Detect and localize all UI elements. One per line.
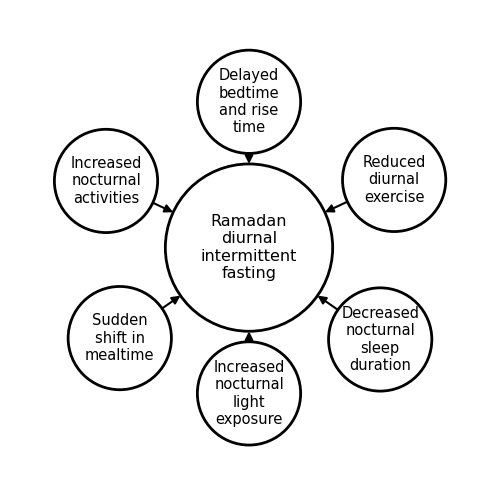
Circle shape bbox=[54, 130, 158, 232]
Circle shape bbox=[197, 342, 301, 445]
Text: Ramadan
diurnal
intermittent
fasting: Ramadan diurnal intermittent fasting bbox=[201, 214, 297, 281]
Circle shape bbox=[329, 288, 432, 391]
Text: Increased
nocturnal
activities: Increased nocturnal activities bbox=[70, 156, 142, 206]
Text: Increased
nocturnal
light
exposure: Increased nocturnal light exposure bbox=[213, 360, 285, 427]
Text: Delayed
bedtime
and rise
time: Delayed bedtime and rise time bbox=[219, 68, 279, 136]
Text: Reduced
diurnal
exercise: Reduced diurnal exercise bbox=[363, 155, 426, 205]
Circle shape bbox=[343, 128, 446, 232]
Text: Sudden
shift in
mealtime: Sudden shift in mealtime bbox=[85, 313, 154, 363]
Text: Decreased
nocturnal
sleep
duration: Decreased nocturnal sleep duration bbox=[341, 306, 419, 373]
Circle shape bbox=[197, 50, 301, 154]
Circle shape bbox=[165, 164, 333, 332]
Circle shape bbox=[68, 286, 171, 390]
